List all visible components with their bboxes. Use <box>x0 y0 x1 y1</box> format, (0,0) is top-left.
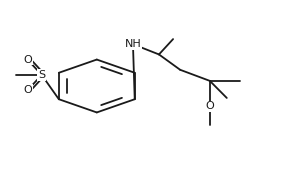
Text: O: O <box>205 101 214 111</box>
Text: NH: NH <box>125 39 141 49</box>
Text: O: O <box>23 55 32 64</box>
Text: S: S <box>38 70 45 80</box>
Text: O: O <box>23 85 32 95</box>
